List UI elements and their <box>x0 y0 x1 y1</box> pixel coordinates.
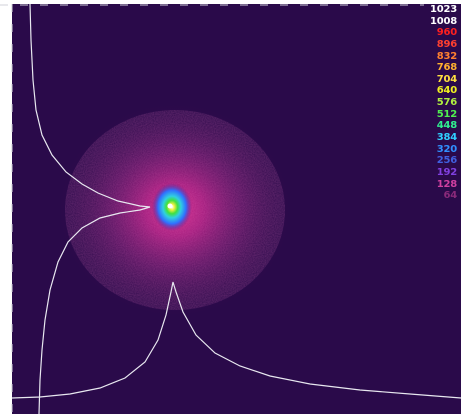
intensity-color-scale-legend: 1023 1008 960 896 832 768 704 640 576 512 448 384 32… <box>424 4 460 202</box>
legend-level-1023: 1023 <box>429 4 457 15</box>
legend-level-128: 128 <box>436 178 457 190</box>
legend-level-320: 320 <box>436 143 457 155</box>
horizontal-intensity-profile <box>11 281 461 399</box>
legend-level-576: 576 <box>436 97 457 109</box>
vertical-intensity-profile <box>29 3 151 414</box>
legend-level-512: 512 <box>436 108 457 120</box>
legend-level-960: 960 <box>436 27 457 39</box>
legend-level-896: 896 <box>436 38 457 50</box>
legend-level-384: 384 <box>436 132 457 144</box>
legend-level-704: 704 <box>436 73 457 85</box>
legend-level-256: 256 <box>436 155 457 167</box>
legend-level-64: 64 <box>443 190 457 202</box>
legend-level-1008: 1008 <box>429 15 457 27</box>
legend-level-448: 448 <box>436 120 457 132</box>
beam-peak <box>167 203 173 209</box>
legend-level-832: 832 <box>436 50 457 62</box>
legend-level-640: 640 <box>436 85 457 97</box>
legend-level-192: 192 <box>436 166 457 178</box>
legend-level-768: 768 <box>436 62 457 74</box>
